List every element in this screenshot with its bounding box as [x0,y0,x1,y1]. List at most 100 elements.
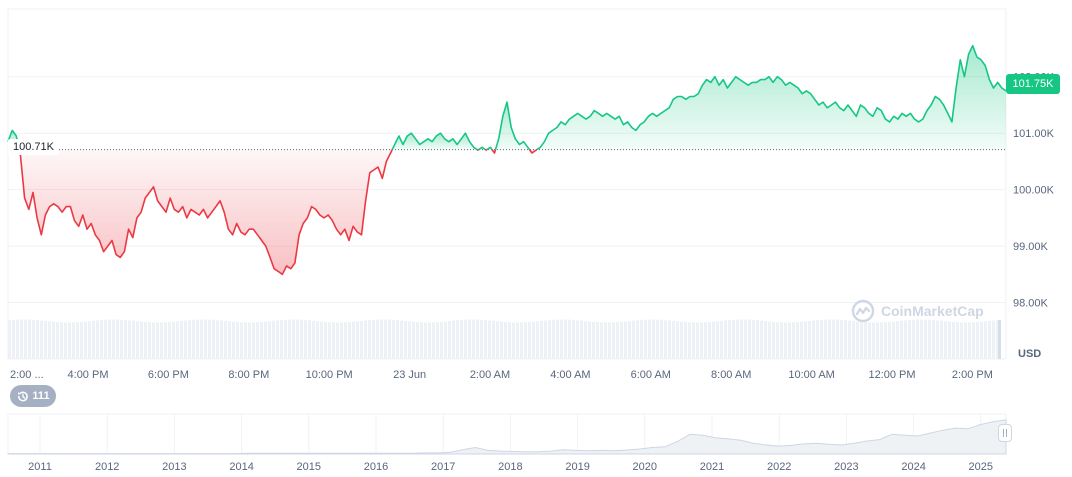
volume-bar [400,320,403,359]
volume-bar [860,321,863,359]
volume-bar [280,319,283,359]
volume-bar [444,321,447,359]
history-count: 111 [32,390,50,402]
volume-bar [724,320,727,359]
volume-bar [944,321,947,359]
volume-bar [312,320,315,359]
volume-bar [848,320,851,359]
volume-bar [708,321,711,359]
volume-bar [92,320,95,359]
volume-bar [484,320,487,359]
volume-bar [632,320,635,359]
volume-bar [988,320,991,359]
volume-bar [320,321,323,359]
volume-bar [716,321,719,359]
volume-bar [332,322,335,359]
volume-bar [40,320,43,359]
volume-bar [564,319,567,359]
volume-bar [180,320,183,359]
volume-bar [876,322,879,359]
volume-bar [376,319,379,359]
volume-bars [8,319,1001,359]
volume-bar [488,320,491,359]
volume-bar [60,322,63,359]
volume-bar [472,319,475,359]
volume-bar [172,321,175,359]
volume-bar [88,321,91,359]
volume-bar [388,319,391,359]
volume-bar [36,320,39,359]
y-tick-label: 99.00K [1013,241,1049,253]
volume-bar [316,321,319,359]
volume-bar [856,321,859,359]
navigator-handle[interactable] [998,424,1012,442]
volume-bar [292,319,295,359]
volume-bar [928,319,931,359]
history-badge[interactable]: 111 [10,385,56,407]
volume-bar [644,319,647,359]
x-tick-label: 10:00 AM [788,369,834,381]
volume-bar [28,319,31,359]
volume-bar [268,321,271,359]
volume-bar [936,320,939,359]
volume-bar [340,322,343,359]
volume-bar [868,322,871,359]
volume-bar [656,319,659,359]
volume-bar [252,322,255,359]
volume-bar [836,319,839,359]
volume-bar [792,322,795,359]
volume-bar [536,321,539,359]
volume-bar [992,320,995,359]
volume-bar [404,321,407,359]
volume-bar [80,321,83,359]
volume-bar [576,320,579,359]
navigator-year-label: 2011 [28,461,52,473]
navigator-year-label: 2023 [834,461,858,473]
price-area-fills [8,45,1006,275]
price-line [7,44,1007,276]
volume-bar [116,319,119,359]
volume-bar [948,321,951,359]
volume-bar [504,321,507,359]
volume-bar [144,321,147,359]
x-tick-label: 2:00 PM [952,369,993,381]
volume-bar [64,322,67,359]
volume-bar [492,320,495,359]
volume-bar [636,320,639,359]
volume-bar [740,319,743,359]
volume-bar [588,321,591,359]
volume-bar [924,319,927,359]
volume-bar [428,322,431,359]
volume-bar [704,322,707,359]
volume-bar [808,320,811,359]
history-icon [18,391,29,401]
volume-bar [244,322,247,359]
volume-bar [952,321,955,359]
volume-bar [980,321,983,359]
volume-bar [516,322,519,359]
navigator-year-label: 2019 [565,461,589,473]
volume-bar [772,321,775,359]
volume-bar [688,322,691,359]
x-tick-label: 2:00 AM [470,369,510,381]
volume-bar [932,319,935,359]
watermark-text: CoinMarketCap [881,303,984,319]
volume-bar [664,320,667,359]
navigator-year-label: 2025 [969,461,993,473]
volume-bar [900,320,903,359]
volume-bar [120,319,123,359]
volume-bar [32,319,35,359]
volume-bar [384,319,387,359]
coinmarketcap-logo-icon [851,299,875,323]
navigator-year-label: 2014 [229,461,253,473]
volume-bar [596,322,599,359]
volume-bar [136,321,139,359]
x-tick-label: 12:00 PM [868,369,915,381]
price-segment-down [476,148,480,151]
navigator-area [7,419,1007,455]
volume-bar [916,319,919,359]
volume-bar [324,321,327,359]
volume-bar [460,319,463,359]
volume-bar [840,319,843,359]
volume-bar [436,322,439,359]
